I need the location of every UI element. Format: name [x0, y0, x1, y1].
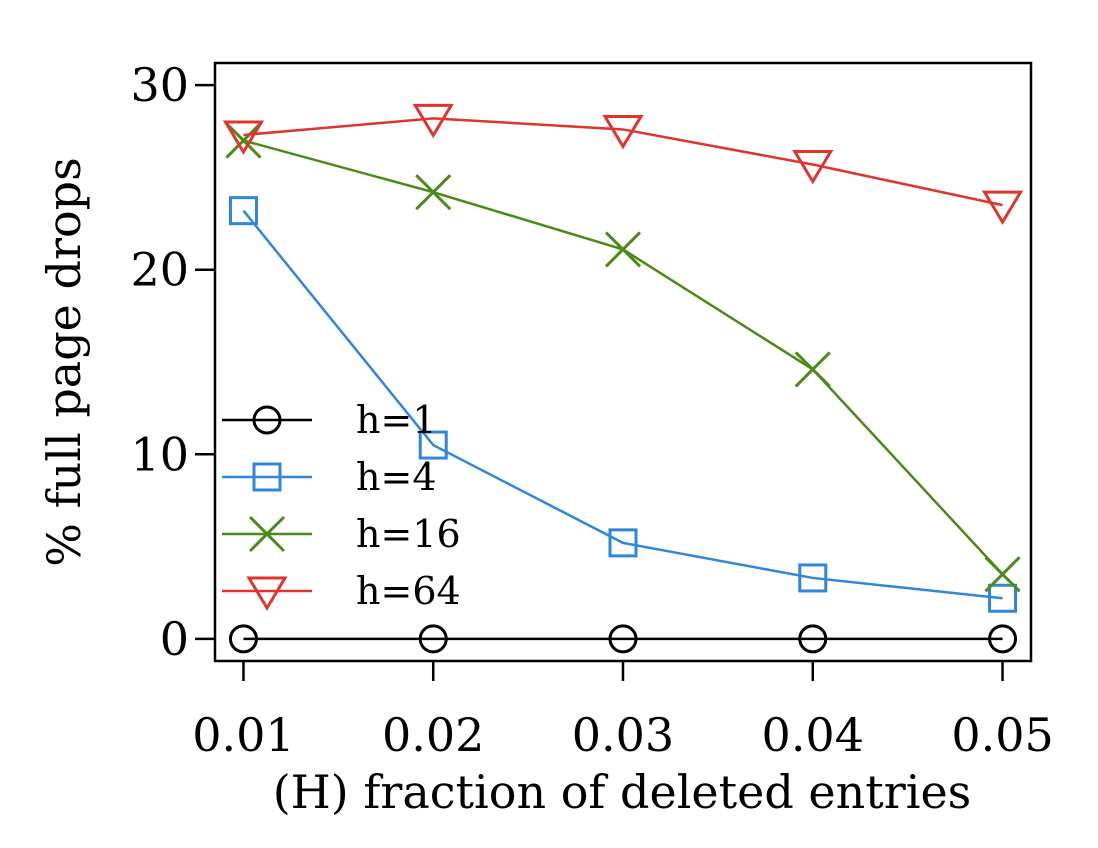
data-point-h-16-3	[604, 231, 642, 268]
legend: h=1 h=4 h=16 h=64	[222, 398, 461, 613]
data-point-h-1-2	[418, 624, 448, 654]
data-point-h-64-4	[792, 150, 834, 185]
legend-entry-h-1: h=1	[222, 398, 437, 442]
data-point-h-4-1	[228, 196, 258, 226]
data-point-h-64-5	[981, 190, 1024, 226]
x-tick-label-2: 0.02	[382, 708, 484, 762]
data-point-h-16-2	[415, 174, 452, 211]
series-line-h-4	[242, 209, 1003, 600]
y-axis-title: % full page drops	[37, 157, 91, 566]
data-point-h-1-1	[228, 624, 258, 654]
data-point-h-64-2	[412, 103, 454, 139]
legend-label-h-4: h=4	[356, 455, 437, 499]
y-tick-label-20: 20	[130, 243, 189, 297]
data-point-h-64-1	[222, 120, 265, 155]
axes: 0 10 20 30 0.01 0.02 0.03 0.04 0.05	[130, 58, 1053, 762]
data-point-h-16-1	[225, 122, 262, 159]
data-point-h-1-5	[988, 624, 1018, 654]
legend-entry-h-64: h=64	[222, 569, 461, 613]
x-axis-title: (H) fraction of deleted entries	[273, 765, 972, 819]
series-line-h-16	[243, 139, 1004, 576]
x-tick-label-5: 0.05	[951, 708, 1053, 762]
legend-marker-h-64	[246, 576, 288, 611]
legend-label-h-64: h=64	[356, 569, 461, 613]
x-tick-label-1: 0.01	[192, 708, 294, 762]
data-point-h-16-5	[984, 556, 1021, 593]
data-point-h-4-4	[798, 563, 828, 593]
data-point-h-1-3	[608, 624, 638, 654]
data-point-h-16-4	[794, 351, 831, 388]
data-point-h-64-3	[602, 114, 644, 150]
legend-marker-h-4	[252, 462, 282, 492]
data-point-h-1-4	[798, 624, 828, 654]
legend-marker-h-16	[248, 515, 286, 553]
data-point-h-4-2	[418, 430, 448, 460]
y-tick-label-10: 10	[130, 427, 189, 481]
plot-area	[222, 103, 1024, 654]
series-line-h-64	[243, 117, 1003, 207]
x-tick-label-4: 0.04	[762, 708, 864, 762]
legend-marker-h-1	[252, 405, 282, 435]
x-tick-label-3: 0.03	[572, 708, 674, 762]
plot-frame	[213, 61, 1033, 663]
data-point-h-4-3	[608, 528, 638, 558]
y-tick-label-30: 30	[130, 58, 189, 112]
data-point-h-4-5	[988, 583, 1018, 613]
legend-label-h-1: h=1	[356, 398, 437, 442]
y-tick-label-0: 0	[160, 612, 189, 666]
legend-label-h-16: h=16	[356, 512, 461, 556]
legend-entry-h-4: h=4	[222, 455, 437, 499]
legend-entry-h-16: h=16	[222, 512, 461, 556]
